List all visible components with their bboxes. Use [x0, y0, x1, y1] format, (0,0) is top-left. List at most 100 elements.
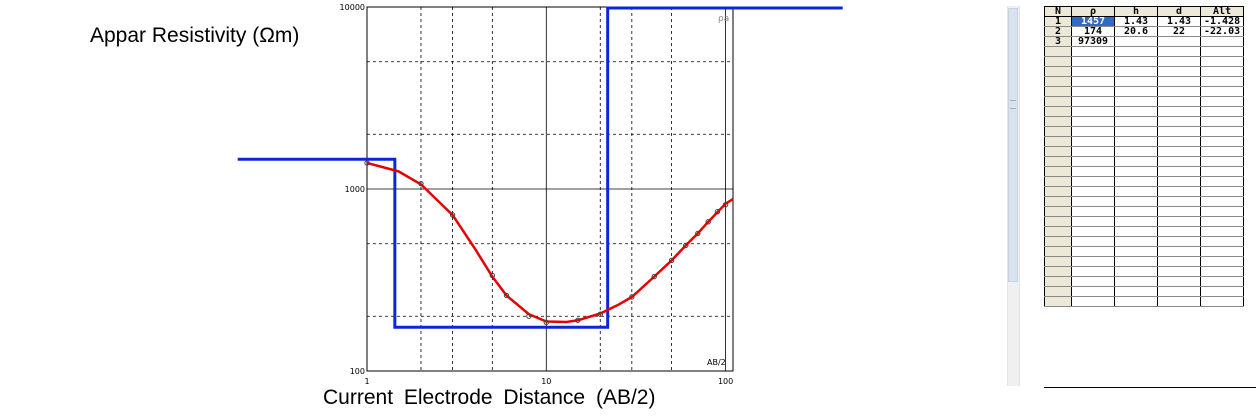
empty-cell-d[interactable] — [1157, 296, 1201, 307]
empty-table-row[interactable] — [1044, 126, 1245, 137]
empty-cell-rho[interactable] — [1071, 246, 1115, 257]
empty-cell-rho[interactable] — [1071, 116, 1115, 127]
empty-cell-alt[interactable] — [1199, 56, 1245, 67]
empty-cell-d[interactable] — [1157, 126, 1201, 137]
empty-table-row[interactable] — [1044, 296, 1245, 307]
empty-cell-d[interactable] — [1157, 136, 1201, 147]
empty-table-row[interactable] — [1044, 276, 1245, 287]
empty-cell-rho[interactable] — [1071, 256, 1115, 267]
scrollbar-thumb[interactable] — [1008, 8, 1018, 282]
empty-cell-d[interactable] — [1157, 66, 1201, 77]
empty-table-row[interactable] — [1044, 216, 1245, 227]
empty-cell-alt[interactable] — [1199, 156, 1245, 167]
table-cell-rho[interactable]: 1457 — [1071, 16, 1115, 27]
empty-cell-h[interactable] — [1114, 136, 1158, 147]
empty-cell-d[interactable] — [1157, 166, 1201, 177]
empty-cell-rho[interactable] — [1071, 146, 1115, 157]
empty-cell-alt[interactable] — [1199, 46, 1245, 57]
empty-cell-alt[interactable] — [1199, 76, 1245, 87]
empty-cell-h[interactable] — [1114, 166, 1158, 177]
table-row[interactable]: 1 1457 1.43 1.43 -1.428 — [1044, 16, 1245, 27]
empty-cell-d[interactable] — [1157, 46, 1201, 57]
empty-cell-rho[interactable] — [1071, 236, 1115, 247]
table-row[interactable]: 3 97309 — [1044, 36, 1245, 47]
empty-cell-alt[interactable] — [1199, 86, 1245, 97]
empty-cell-d[interactable] — [1157, 76, 1201, 87]
empty-cell-h[interactable] — [1114, 86, 1158, 97]
empty-cell-rho[interactable] — [1071, 216, 1115, 227]
empty-cell-alt[interactable] — [1199, 146, 1245, 157]
empty-table-row[interactable] — [1044, 156, 1245, 167]
empty-cell-rho[interactable] — [1071, 56, 1115, 67]
empty-cell-d[interactable] — [1157, 96, 1201, 107]
empty-cell-d[interactable] — [1157, 146, 1201, 157]
empty-cell-rho[interactable] — [1071, 196, 1115, 207]
empty-table-row[interactable] — [1044, 236, 1245, 247]
empty-cell-d[interactable] — [1157, 86, 1201, 97]
empty-table-row[interactable] — [1044, 206, 1245, 217]
empty-table-row[interactable] — [1044, 96, 1245, 107]
empty-cell-d[interactable] — [1157, 156, 1201, 167]
empty-cell-rho[interactable] — [1071, 156, 1115, 167]
empty-cell-d[interactable] — [1157, 236, 1201, 247]
empty-cell-alt[interactable] — [1199, 136, 1245, 147]
empty-table-row[interactable] — [1044, 106, 1245, 117]
empty-table-row[interactable] — [1044, 176, 1245, 187]
empty-cell-alt[interactable] — [1199, 166, 1245, 177]
empty-cell-alt[interactable] — [1199, 266, 1245, 277]
empty-cell-alt[interactable] — [1199, 186, 1245, 197]
table-cell-h[interactable]: 1.43 — [1114, 16, 1158, 27]
empty-cell-h[interactable] — [1114, 236, 1158, 247]
empty-table-row[interactable] — [1044, 186, 1245, 197]
empty-cell-rho[interactable] — [1071, 136, 1115, 147]
table-cell-rho[interactable]: 174 — [1071, 26, 1115, 37]
empty-table-row[interactable] — [1044, 166, 1245, 177]
empty-cell-d[interactable] — [1157, 116, 1201, 127]
empty-cell-d[interactable] — [1157, 206, 1201, 217]
empty-table-row[interactable] — [1044, 56, 1245, 67]
empty-cell-alt[interactable] — [1199, 276, 1245, 287]
empty-cell-rho[interactable] — [1071, 226, 1115, 237]
empty-cell-h[interactable] — [1114, 126, 1158, 137]
empty-cell-alt[interactable] — [1199, 196, 1245, 207]
empty-cell-d[interactable] — [1157, 186, 1201, 197]
empty-cell-rho[interactable] — [1071, 46, 1115, 57]
empty-cell-h[interactable] — [1114, 186, 1158, 197]
empty-table-row[interactable] — [1044, 136, 1245, 147]
empty-cell-alt[interactable] — [1199, 296, 1245, 307]
empty-table-row[interactable] — [1044, 256, 1245, 267]
empty-cell-h[interactable] — [1114, 146, 1158, 157]
empty-cell-h[interactable] — [1114, 46, 1158, 57]
empty-cell-h[interactable] — [1114, 116, 1158, 127]
table-row[interactable]: 2 174 20.6 22 -22.03 — [1044, 26, 1245, 37]
empty-cell-h[interactable] — [1114, 76, 1158, 87]
empty-table-row[interactable] — [1044, 46, 1245, 57]
table-cell-rho[interactable]: 97309 — [1071, 36, 1115, 47]
empty-cell-alt[interactable] — [1199, 216, 1245, 227]
layer-model-table[interactable]: N ρ h d Alt 1 1457 1.43 1.43 -1.428 2 174 20.6 2… — [1044, 6, 1245, 307]
empty-cell-rho[interactable] — [1071, 176, 1115, 187]
empty-cell-rho[interactable] — [1071, 126, 1115, 137]
empty-cell-alt[interactable] — [1199, 236, 1245, 247]
empty-cell-rho[interactable] — [1071, 166, 1115, 177]
empty-cell-rho[interactable] — [1071, 276, 1115, 287]
empty-cell-rho[interactable] — [1071, 76, 1115, 87]
empty-cell-rho[interactable] — [1071, 186, 1115, 197]
empty-cell-h[interactable] — [1114, 226, 1158, 237]
empty-cell-rho[interactable] — [1071, 266, 1115, 277]
table-cell-d[interactable]: 22 — [1157, 26, 1201, 37]
table-cell-h[interactable]: 20.6 — [1114, 26, 1158, 37]
empty-cell-alt[interactable] — [1199, 126, 1245, 137]
empty-cell-h[interactable] — [1114, 266, 1158, 277]
empty-cell-alt[interactable] — [1199, 256, 1245, 267]
empty-cell-rho[interactable] — [1071, 96, 1115, 107]
empty-cell-h[interactable] — [1114, 196, 1158, 207]
empty-cell-alt[interactable] — [1199, 226, 1245, 237]
empty-cell-d[interactable] — [1157, 106, 1201, 117]
empty-cell-d[interactable] — [1157, 256, 1201, 267]
empty-cell-alt[interactable] — [1199, 106, 1245, 117]
empty-table-row[interactable] — [1044, 226, 1245, 237]
empty-table-row[interactable] — [1044, 286, 1245, 297]
empty-cell-rho[interactable] — [1071, 286, 1115, 297]
table-cell-alt[interactable]: -1.428 — [1199, 16, 1245, 27]
